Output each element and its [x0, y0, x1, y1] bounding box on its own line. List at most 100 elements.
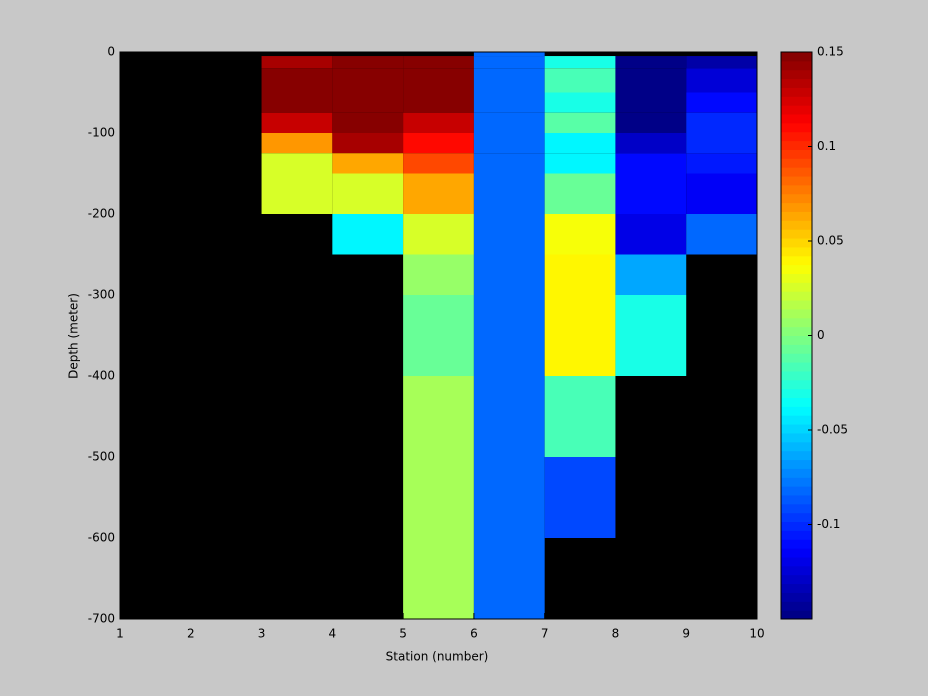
cell [473, 295, 545, 336]
colorbar-step [781, 211, 812, 221]
y-tick-label: -500 [88, 450, 115, 464]
cell [615, 254, 687, 295]
x-tick-label: 1 [116, 627, 124, 641]
cell [403, 173, 474, 214]
x-tick-label: 9 [682, 627, 690, 641]
colorbar-step [781, 397, 812, 407]
axes-box [119, 51, 758, 620]
y-tick-label: -100 [88, 126, 115, 140]
y-tick-label: -300 [88, 288, 115, 302]
colorbar-step [781, 229, 812, 239]
x-tick-label: 6 [470, 627, 478, 641]
colorbar-step [781, 78, 812, 88]
cell [544, 295, 616, 336]
cell [544, 497, 616, 538]
cell [473, 153, 545, 174]
colorbar-step [781, 87, 812, 97]
cell [332, 68, 404, 93]
cell [615, 295, 687, 336]
cell [473, 416, 545, 457]
y-tick-label: -600 [88, 531, 115, 545]
cell [473, 173, 545, 214]
cell [544, 92, 616, 113]
cell [686, 112, 757, 133]
x-tick-label: 5 [399, 627, 407, 641]
cell [403, 214, 474, 255]
colorbar-step [781, 131, 812, 142]
cell [615, 112, 687, 133]
cell [261, 92, 333, 113]
y-tick-label: -200 [88, 207, 115, 221]
colorbar-step [781, 69, 812, 80]
colorbar-step [781, 167, 812, 177]
colorbar-step [781, 512, 812, 523]
colorbar-step [781, 539, 812, 549]
x-axis-label: Station (number) [386, 650, 489, 664]
cell [332, 133, 404, 154]
x-tick-label: 7 [541, 627, 549, 641]
colorbar-step [781, 273, 812, 283]
cell [544, 214, 616, 255]
colorbar-step [781, 122, 812, 133]
cell [544, 173, 616, 214]
cell [615, 335, 687, 376]
cell [403, 578, 474, 619]
x-tick-label: 10 [749, 627, 764, 641]
colorbar-step [781, 246, 812, 257]
cell [473, 335, 545, 376]
colorbar-step [781, 140, 812, 150]
colorbar-step [781, 105, 812, 115]
colorbar-step [781, 52, 812, 62]
colorbar-step [781, 202, 812, 212]
cell [544, 254, 616, 295]
cell [403, 254, 474, 295]
x-tick-label: 4 [329, 627, 337, 641]
colorbar-step [781, 255, 812, 266]
y-tick-label: 0 [107, 45, 115, 59]
colorbar-step [781, 379, 812, 390]
colorbar-step [781, 548, 812, 558]
colorbar-step [781, 317, 812, 328]
colorbar-step [781, 432, 812, 443]
colorbar-step [781, 184, 812, 195]
cell [332, 173, 404, 214]
cell [686, 214, 757, 255]
colorbar-step [781, 326, 812, 336]
y-axis-label: Depth (meter) [67, 293, 81, 379]
colorbar-step [781, 238, 812, 248]
cell [261, 112, 333, 133]
colorbar-step [781, 468, 812, 478]
colorbar-tick-label: 0 [817, 328, 825, 342]
colorbar-step [781, 406, 812, 416]
colorbar-step [781, 335, 812, 345]
cell [332, 214, 404, 255]
colorbar-step [781, 60, 812, 71]
cell [544, 56, 616, 69]
cell [473, 52, 545, 57]
colorbar-step [781, 344, 812, 354]
cell [544, 376, 616, 417]
cell [403, 153, 474, 174]
colorbar-step [781, 565, 812, 576]
colorbar-tick-label: 0.1 [817, 139, 836, 153]
cell [615, 92, 687, 113]
colorbar-step [781, 583, 812, 593]
colorbar-step [781, 388, 812, 399]
cell [473, 376, 545, 417]
colorbar-step [781, 220, 812, 230]
colorbar-tick-label: -0.05 [817, 423, 848, 437]
cell [615, 68, 687, 93]
colorbar-step [781, 477, 812, 487]
cell [473, 133, 545, 154]
cell [473, 214, 545, 255]
cell [544, 112, 616, 133]
colorbar-step [781, 362, 812, 372]
colorbar-step [781, 486, 812, 496]
cell [403, 497, 474, 538]
cell [473, 254, 545, 295]
colorbar-step [781, 291, 812, 301]
cell [473, 112, 545, 133]
colorbar-step [781, 415, 812, 425]
colorbar-step [781, 459, 812, 469]
